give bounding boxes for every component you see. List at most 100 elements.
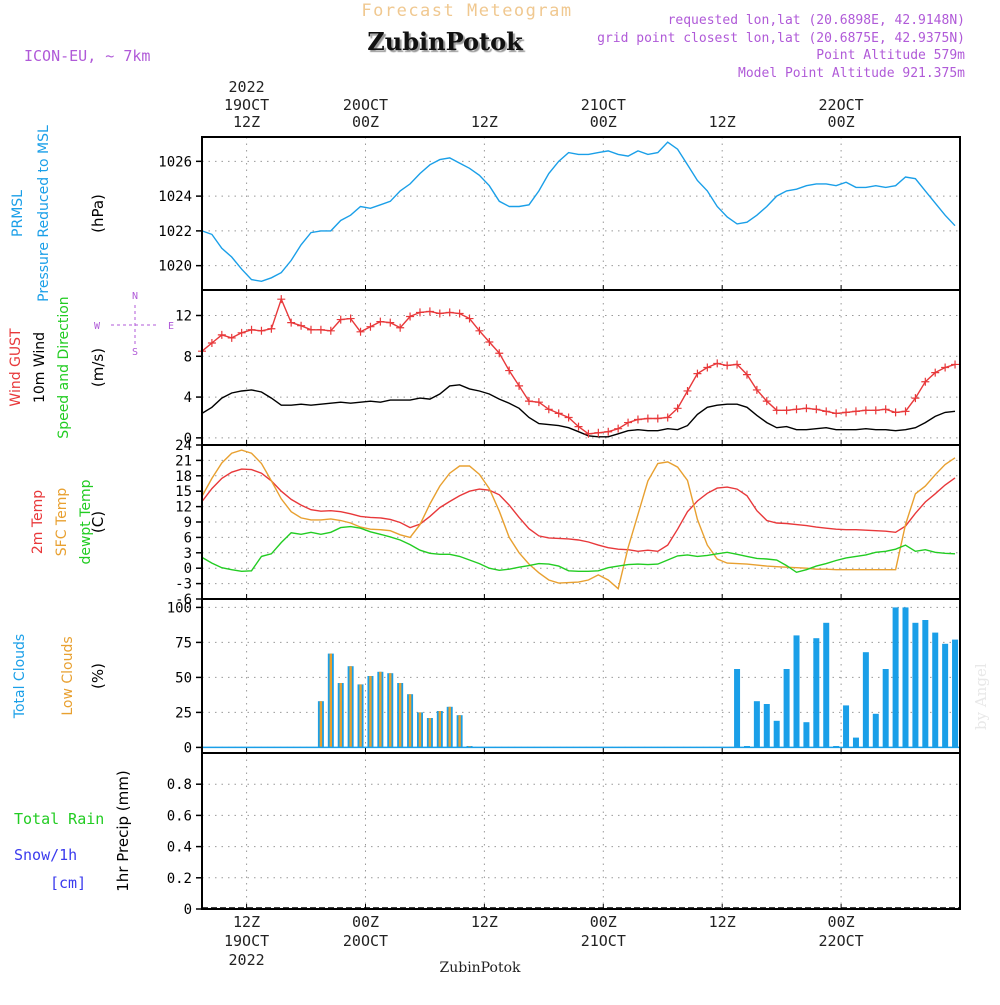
gust-marker xyxy=(554,409,563,418)
y-tick-label: 0.2 xyxy=(167,871,192,887)
y-tick-label: 12 xyxy=(175,308,192,324)
y-tick-label: 1020 xyxy=(158,259,192,275)
bottom-time-date: 19OCT xyxy=(224,932,269,950)
panel-label: Total Clouds xyxy=(12,634,28,719)
gust-marker xyxy=(842,408,851,417)
gust-marker xyxy=(267,324,276,333)
gust-marker xyxy=(851,407,860,416)
top-time-hour: 12Z xyxy=(233,113,260,131)
bottom-time-hour: 12Z xyxy=(233,913,260,931)
gust-marker xyxy=(277,295,286,304)
low-clouds-bar xyxy=(398,683,402,748)
gust-marker xyxy=(445,308,454,317)
gust-marker xyxy=(673,404,682,413)
gust-marker xyxy=(326,326,335,335)
gust-marker xyxy=(257,326,266,335)
gust-marker xyxy=(891,408,900,417)
gust-marker xyxy=(316,325,325,334)
credit: by Angel xyxy=(972,663,990,730)
y-tick-label: 9 xyxy=(184,515,192,531)
gust-marker xyxy=(772,406,781,415)
total-clouds-bar xyxy=(872,713,879,748)
panel-4: 0 25 50 75 100 (%) Total Clouds Low Clouds xyxy=(12,598,961,756)
y-tick-label: 21 xyxy=(175,453,192,469)
top-time-date: 19OCT xyxy=(224,96,269,114)
low-clouds-bar xyxy=(379,671,382,748)
gust-marker xyxy=(931,368,940,377)
bottom-time-date: 21OCT xyxy=(581,932,626,950)
gust-marker xyxy=(812,405,821,414)
total-clouds-bar xyxy=(952,639,959,748)
gust-marker xyxy=(663,413,672,422)
model-label: ICON-EU, ~ 7km xyxy=(24,47,150,65)
gust-marker xyxy=(614,424,623,433)
total-clouds-bar xyxy=(793,635,800,748)
gust-marker xyxy=(941,363,950,372)
gust-marker xyxy=(633,415,642,424)
gust-marker xyxy=(703,363,712,372)
total-clouds-bar xyxy=(734,669,741,748)
gust-marker xyxy=(584,429,593,438)
panel-2: 0 4 8 12 (m/s) Wind GUST 10m Wind Speed and Dir… xyxy=(8,289,961,447)
y-tick-label: 75 xyxy=(175,635,192,651)
gust-marker xyxy=(297,321,306,330)
low-clouds-bar xyxy=(359,684,362,748)
gust-marker xyxy=(306,325,315,334)
temperature-line xyxy=(201,468,956,553)
panel-frame xyxy=(201,136,961,291)
y-tick-label: 0.4 xyxy=(167,840,192,856)
y-tick-label: 1022 xyxy=(158,224,192,240)
panel-label: Speed and Direction xyxy=(56,296,72,438)
y-tick-label: 12 xyxy=(175,500,192,516)
gust-marker xyxy=(624,418,633,427)
top-time-year: 2022 xyxy=(229,78,265,96)
y-tick-label: 15 xyxy=(175,484,192,500)
low-clouds-bar xyxy=(389,673,392,748)
total-clouds-bar xyxy=(773,720,780,748)
top-time-hour: 12Z xyxy=(471,113,498,131)
total-clouds-bar xyxy=(862,652,869,748)
low-clouds-bar xyxy=(339,683,342,748)
total-clouds-bar xyxy=(763,704,770,748)
total-clouds-bar xyxy=(892,607,899,748)
y-tick-label: 3 xyxy=(184,546,192,562)
panel-frame xyxy=(201,752,961,910)
y-tick-label: 25 xyxy=(175,705,192,721)
panel-label: 2m Temp xyxy=(30,490,46,554)
panel-label: dewpt Temp xyxy=(78,479,94,564)
gust-marker xyxy=(386,318,395,327)
gust-marker xyxy=(693,369,702,378)
total-clouds-bar xyxy=(823,622,830,748)
gust-marker xyxy=(564,413,573,422)
bottom-time-year: 2022 xyxy=(229,951,265,969)
total-clouds-bar xyxy=(882,669,889,748)
gust-marker xyxy=(881,405,890,414)
gust-marker xyxy=(782,406,791,415)
gust-marker xyxy=(406,312,415,321)
gust-marker xyxy=(435,309,444,318)
total-clouds-bar xyxy=(783,669,790,748)
gust-marker xyxy=(832,409,841,418)
gust-marker xyxy=(227,333,236,342)
panel-label: Pressure Reduced to MSL xyxy=(36,125,52,302)
gust-marker xyxy=(901,407,910,416)
grid-point-coords: grid point closest lon,lat (20.6875E, 42… xyxy=(597,31,965,46)
gust-marker xyxy=(861,406,870,415)
low-clouds-bar xyxy=(329,653,333,748)
gust-marker xyxy=(207,339,216,348)
gust-marker xyxy=(742,370,751,379)
top-time-hour: 00Z xyxy=(828,113,855,131)
gust-marker xyxy=(524,397,533,406)
bottom-time-hour: 00Z xyxy=(828,913,855,931)
gust-marker xyxy=(594,428,603,437)
y-tick-label: -6 xyxy=(175,592,192,608)
gust-marker xyxy=(366,322,375,331)
gust-marker xyxy=(485,338,494,347)
bottom-time-date: 22OCT xyxy=(819,932,864,950)
y-tick-label: 0 xyxy=(184,740,192,756)
top-time-hour: 00Z xyxy=(590,113,617,131)
panel-label: Low Clouds xyxy=(60,636,76,715)
low-clouds-bar xyxy=(369,676,372,748)
chart-title: Forecast Meteogram xyxy=(361,1,572,21)
gust-marker xyxy=(495,349,504,358)
